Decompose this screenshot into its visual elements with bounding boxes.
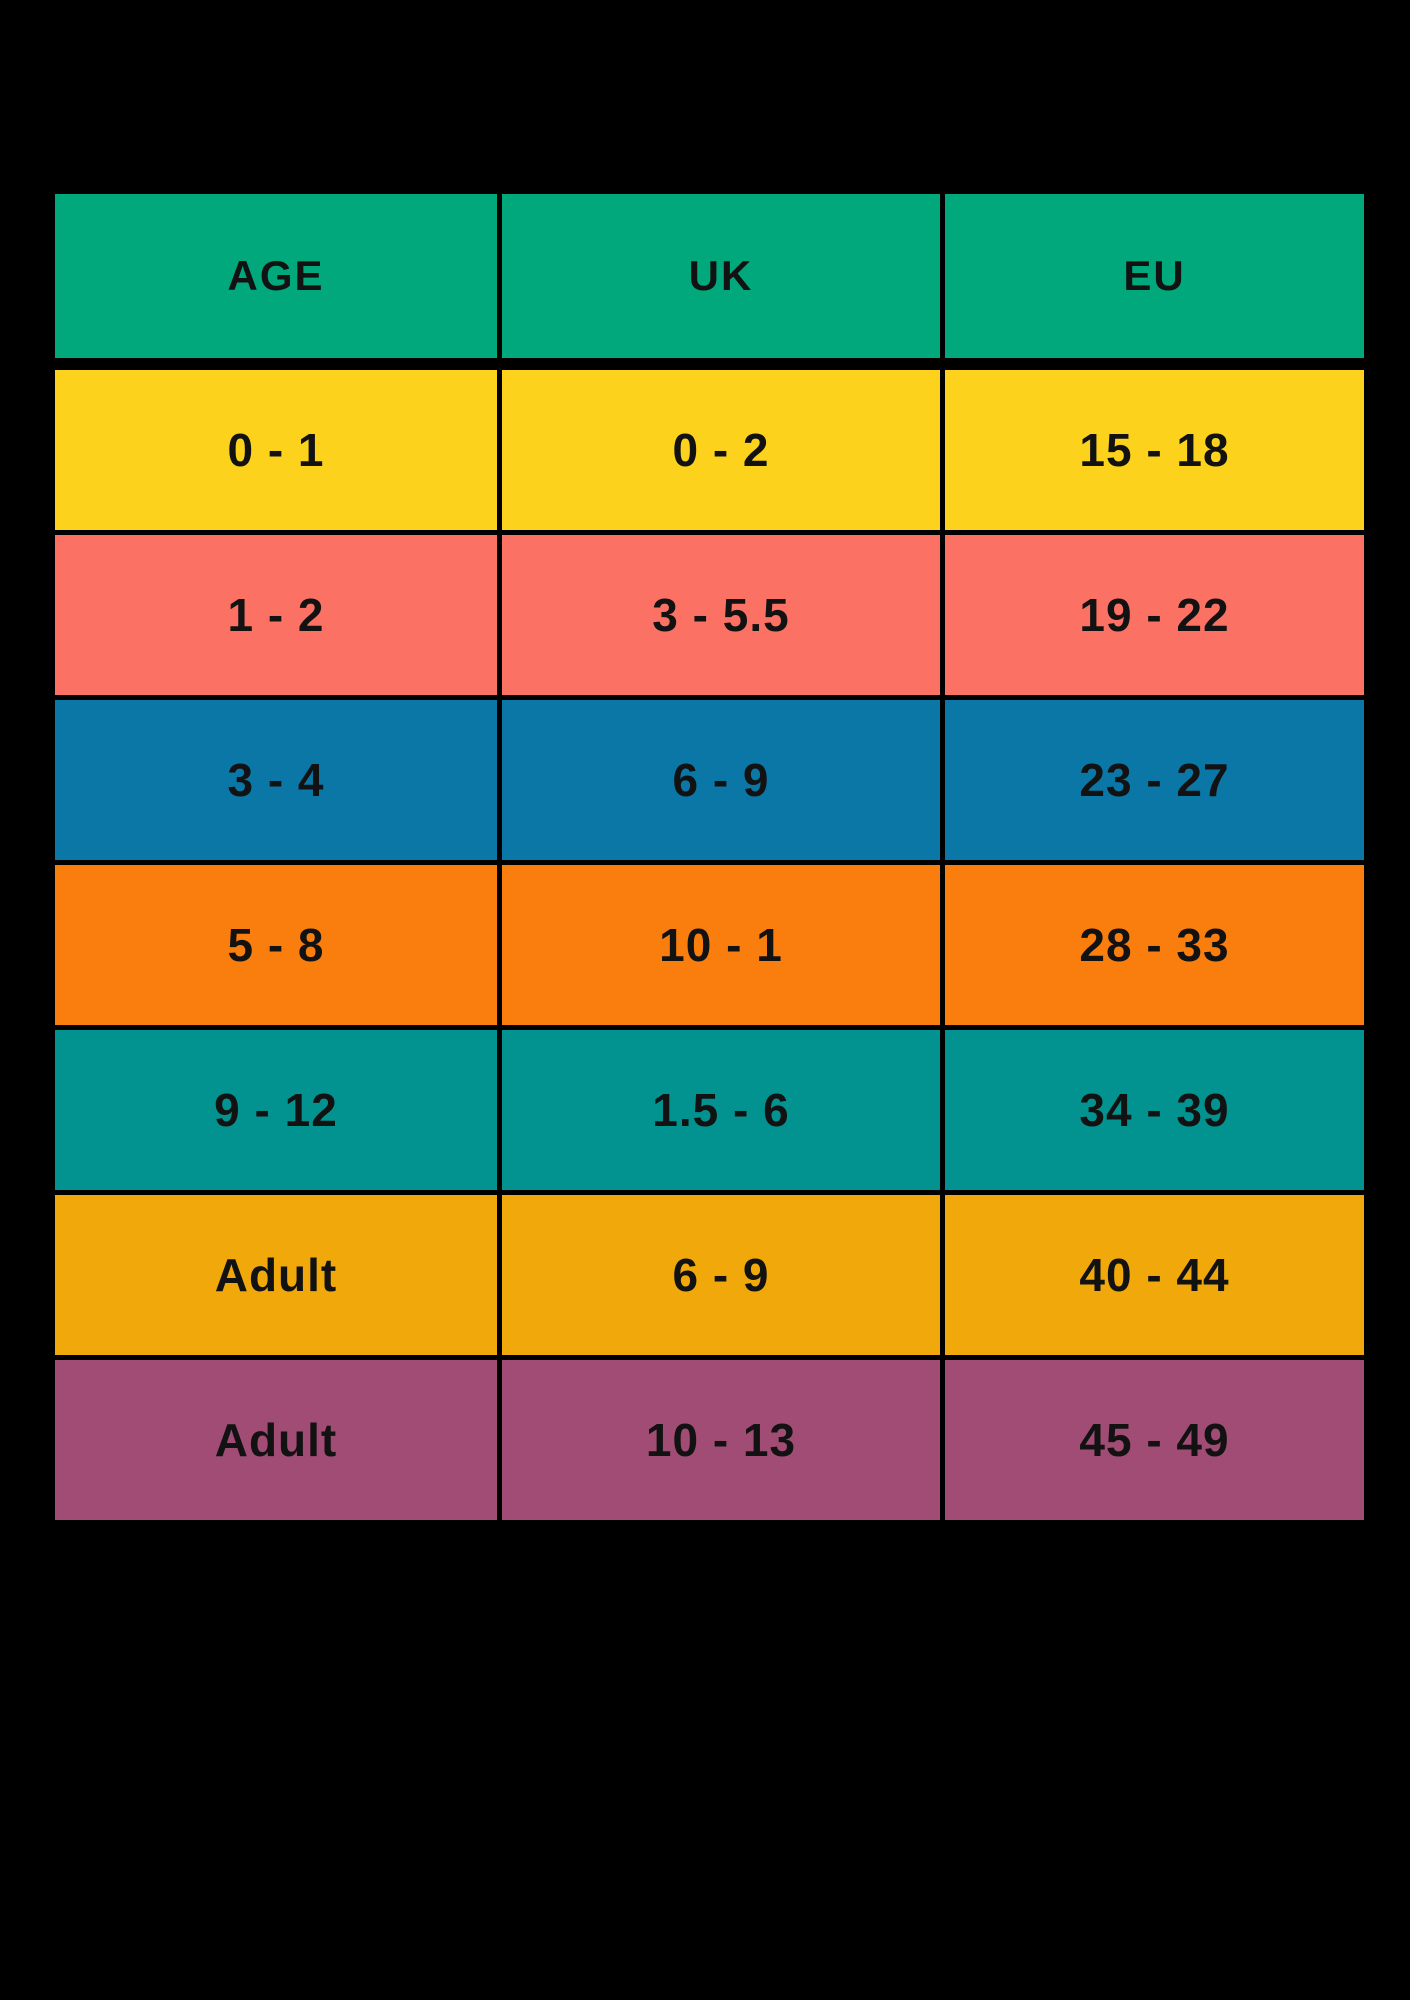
table-row: 5 - 8 10 - 1 28 - 33	[55, 865, 1364, 1025]
cell-uk: 6 - 9	[502, 700, 940, 860]
table-row: 9 - 12 1.5 - 6 34 - 39	[55, 1030, 1364, 1190]
cell-eu: 45 - 49	[945, 1360, 1364, 1520]
cell-uk: 10 - 1	[502, 865, 940, 1025]
cell-eu: 15 - 18	[945, 370, 1364, 530]
cell-eu: 23 - 27	[945, 700, 1364, 860]
header-cell-eu: EU	[945, 194, 1364, 358]
table-row: Adult 10 - 13 45 - 49	[55, 1360, 1364, 1520]
cell-uk: 10 - 13	[502, 1360, 940, 1520]
table-header-row: AGE UK EU	[55, 194, 1364, 358]
cell-uk: 1.5 - 6	[502, 1030, 940, 1190]
cell-uk: 3 - 5.5	[502, 535, 940, 695]
cell-eu: 40 - 44	[945, 1195, 1364, 1355]
cell-eu: 28 - 33	[945, 865, 1364, 1025]
cell-uk: 0 - 2	[502, 370, 940, 530]
header-cell-uk: UK	[502, 194, 940, 358]
table-row: 1 - 2 3 - 5.5 19 - 22	[55, 535, 1364, 695]
header-cell-age: AGE	[55, 194, 497, 358]
table-row: 0 - 1 0 - 2 15 - 18	[55, 370, 1364, 530]
table-row: Adult 6 - 9 40 - 44	[55, 1195, 1364, 1355]
cell-eu: 34 - 39	[945, 1030, 1364, 1190]
size-chart-table: AGE UK EU 0 - 1 0 - 2 15 - 18 1 - 2 3 - …	[55, 194, 1364, 1525]
cell-eu: 19 - 22	[945, 535, 1364, 695]
cell-age: 9 - 12	[55, 1030, 497, 1190]
cell-age: Adult	[55, 1360, 497, 1520]
cell-age: 0 - 1	[55, 370, 497, 530]
cell-uk: 6 - 9	[502, 1195, 940, 1355]
cell-age: Adult	[55, 1195, 497, 1355]
cell-age: 1 - 2	[55, 535, 497, 695]
cell-age: 3 - 4	[55, 700, 497, 860]
cell-age: 5 - 8	[55, 865, 497, 1025]
table-row: 3 - 4 6 - 9 23 - 27	[55, 700, 1364, 860]
